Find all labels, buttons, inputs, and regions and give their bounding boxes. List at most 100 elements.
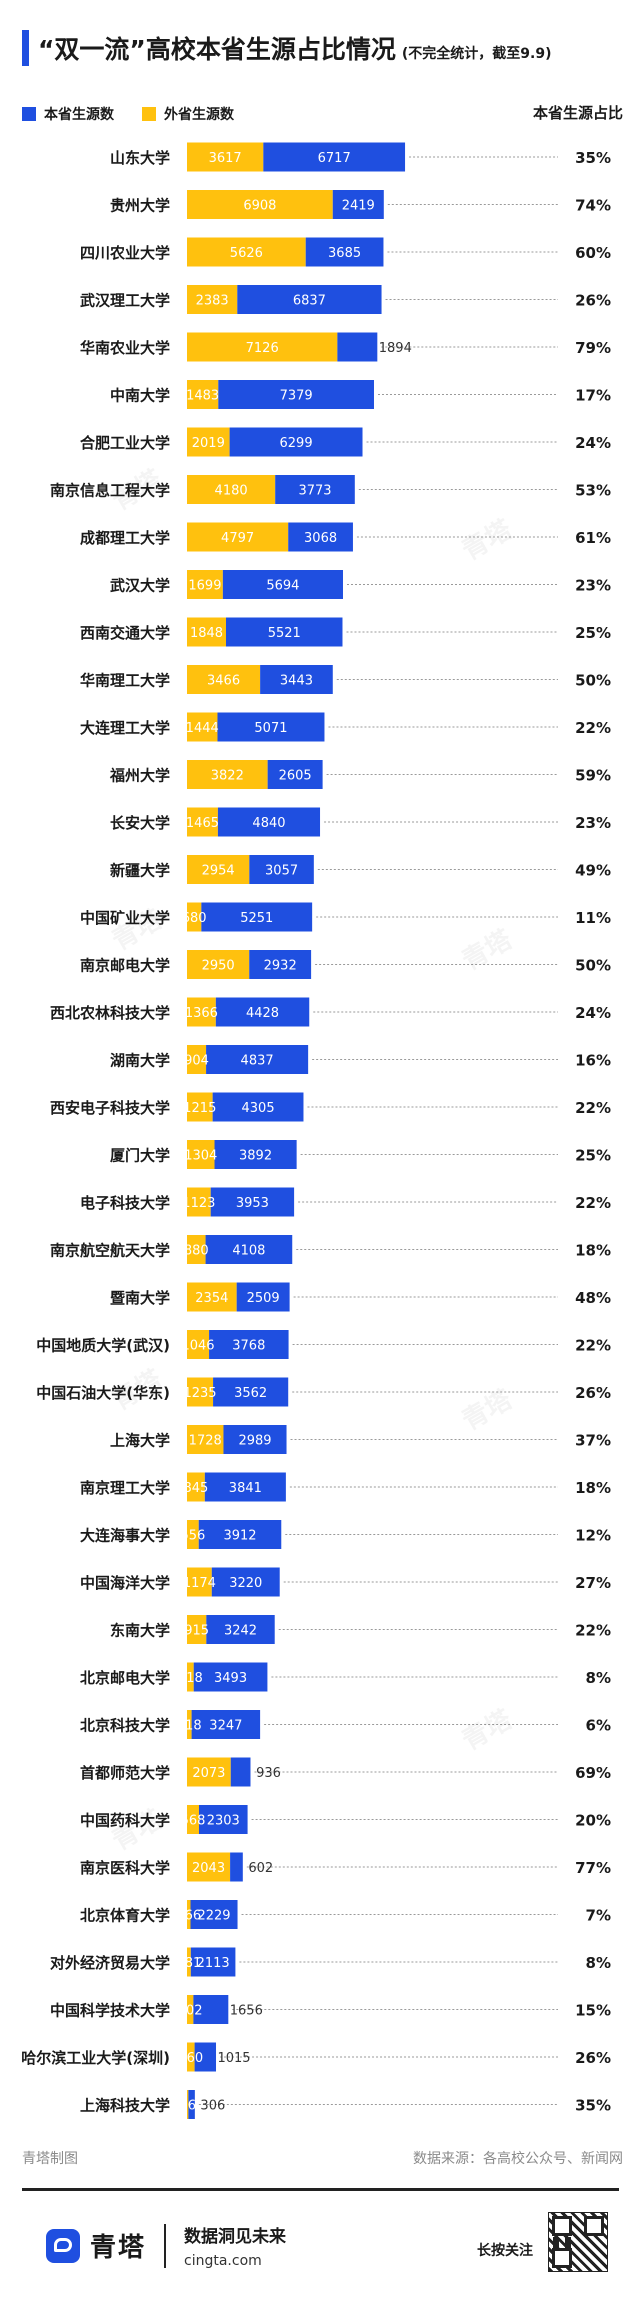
bar-local-province [198,1520,282,1549]
value-label-local: 3443 [280,674,313,689]
category-label: 贵州大学 [110,197,170,215]
bar-other-province [187,1995,194,2024]
legend-label-other: 外省生源数 [164,107,234,123]
category-label: 上海科技大学 [80,2097,170,2115]
value-label-local: 5071 [254,721,287,736]
bar-local-province [249,950,312,979]
bar-other-province [187,1235,206,1264]
bar-local-province [332,190,384,219]
value-label-other: 5626 [230,246,263,261]
category-label: 南京医科大学 [80,1859,170,1877]
category-label: 中国药科大学 [80,1812,170,1830]
value-label-other: 3466 [207,674,240,689]
brand-block: 青塔 数据洞见未来 cingta.com [46,2222,286,2269]
percent-label: 25% [575,624,611,642]
percent-label: 17% [575,387,611,405]
bar-local-province [236,1282,290,1312]
value-label-local: 3562 [234,1386,267,1401]
category-label: 中南大学 [110,387,170,405]
category-label: 大连海事大学 [80,1527,170,1545]
percent-label: 69% [575,1764,611,1782]
category-label: 电子科技大学 [80,1194,170,1212]
value-label-local: 2419 [342,199,375,214]
value-label-local: 6837 [293,294,326,309]
brand-slogan: 数据洞见未来 [184,2227,287,2247]
percent-label: 24% [575,1004,611,1022]
bar-local-province [211,1567,280,1597]
legend-swatch-local [22,107,36,121]
category-label: 中国科学技术大学 [50,2002,170,2020]
value-label-other: 1174 [183,1576,216,1591]
percent-label: 49% [575,862,611,880]
bar-local-province [212,1092,304,1122]
percent-label: 25% [575,1147,611,1165]
category-label: 中国海洋大学 [80,1574,170,1592]
category-label: 南京航空航天大学 [50,1242,170,1260]
value-label-other: 302 [178,2004,203,2019]
category-label: 北京体育大学 [80,1907,170,1925]
percent-label: 53% [575,482,611,500]
value-label-local: 3242 [224,1624,257,1639]
value-label-local: 5251 [240,911,273,926]
bar-local-province [206,1615,275,1644]
bar-local-province [263,142,406,172]
bar-local-province [210,1187,295,1217]
bar-local-province [230,1852,243,1882]
percent-label: 26% [575,1384,611,1402]
value-label-local: 3057 [265,864,298,879]
category-label: 武汉大学 [110,577,170,595]
value-label-other: 360 [178,2051,203,2066]
bar-other-province [187,1520,199,1549]
value-label-local: 2605 [279,769,312,784]
percent-label: 23% [575,814,611,832]
bar-local-province [204,1472,286,1502]
value-label-other: 915 [184,1624,209,1639]
category-label: 长安大学 [110,814,170,832]
category-label: 中国矿业大学 [80,909,170,927]
bar-other-province [187,1805,199,1834]
percent-label: 26% [575,292,611,310]
value-label-local: 2989 [238,1434,271,1449]
bar-local-province [191,1710,261,1739]
category-label: 西安电子科技大学 [50,1099,170,1117]
category-label: 山东大学 [110,149,170,167]
value-label-local: 3892 [239,1149,272,1164]
value-label-other: 218 [177,1719,202,1734]
percent-label: 18% [575,1479,611,1497]
value-label-other: 2354 [195,1291,228,1306]
bar-other-province [187,2042,195,2072]
bar-local-province [218,380,374,409]
value-label-other: 1483 [186,389,219,404]
bar-local-province [237,285,382,314]
category-label: 四川农业大学 [80,244,170,262]
category-label: 首都师范大学 [80,1764,170,1782]
stacked-bar-chart: 山东大学 3617 6717 35% 贵州大学 6908 2419 74% 四川农业大学 5626… [21,142,611,2119]
value-label-other: 1304 [184,1149,217,1164]
value-label-local: 2303 [207,1814,240,1829]
percent-label: 22% [575,1337,611,1355]
category-label: 合肥工业大学 [79,434,170,452]
bar-other-province [187,380,219,409]
percent-label: 6% [586,1717,611,1735]
bar-local-province [201,902,313,932]
value-label-local: 3685 [328,246,361,261]
bar-local-province [193,1662,268,1692]
bar-local-province [225,617,343,647]
bar-other-province [187,2090,189,2119]
bar-other-province [187,1757,231,1787]
bar-local-province [260,665,333,694]
value-label-local: 6299 [280,436,313,451]
qr-code-icon[interactable] [548,2212,608,2272]
percent-label: 22% [575,1194,611,1212]
bar-local-province [229,427,363,457]
value-label-local: 4840 [252,816,285,831]
value-label-other: 904 [184,1054,209,1069]
percent-column-header: 本省生源占比 [532,104,623,122]
bar-other-province [187,1282,237,1312]
bar-other-province [187,807,218,837]
category-label: 华南理工大学 [80,672,170,690]
follow-label: 长按关注 [477,2243,533,2259]
bar-other-province [187,1900,191,1929]
value-label-local: 4837 [241,1054,274,1069]
value-label-local: 1015 [217,2051,250,2066]
